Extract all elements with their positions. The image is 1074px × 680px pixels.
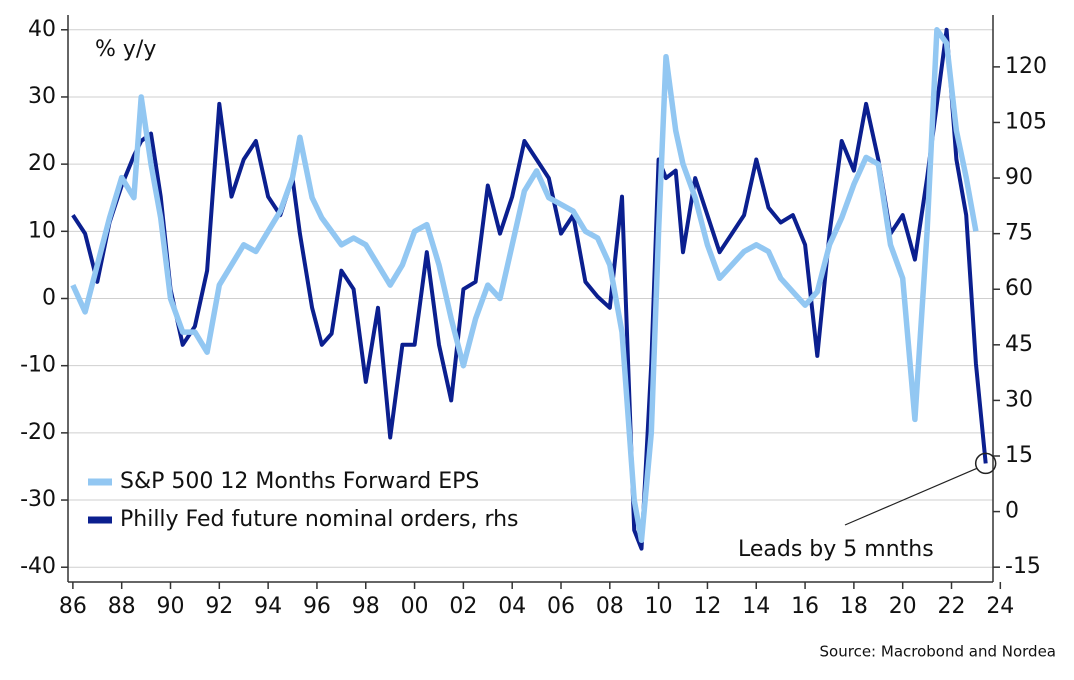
y-tick-label: -30 (20, 487, 56, 512)
x-tick-label: 94 (254, 594, 282, 619)
x-tick-label: 98 (352, 594, 380, 619)
y-tick-label: 40 (28, 17, 56, 42)
y2-tick-label: 90 (1005, 165, 1033, 190)
y-tick-label: -10 (20, 353, 56, 378)
x-tick-label: 16 (791, 594, 819, 619)
y-tick-label: -40 (20, 554, 56, 579)
annotation: Leads by 5 mnths (738, 537, 934, 562)
highlight-circle (974, 452, 997, 475)
y2-tick-label: 60 (1005, 276, 1033, 301)
x-tick-label: 88 (108, 594, 136, 619)
x-tick-label: 20 (889, 594, 917, 619)
x-tick-label: 06 (547, 594, 575, 619)
y2-tick-label: 75 (1005, 221, 1033, 246)
x-tick-label: 24 (986, 594, 1014, 619)
series-line (70, 27, 979, 544)
series-line (71, 27, 988, 551)
y-axis-label: % y/y (95, 37, 156, 62)
y2-tick-label: 30 (1005, 387, 1033, 412)
y2-tick-label: 15 (1005, 443, 1033, 468)
y-tick-label: 20 (28, 151, 56, 176)
y-tick-label: 0 (42, 286, 56, 311)
legend-label: S&P 500 12 Months Forward EPS (120, 469, 479, 494)
x-tick-label: 86 (59, 594, 87, 619)
x-tick-label: 04 (498, 594, 526, 619)
y-tick-label: 30 (28, 84, 56, 109)
x-tick-label: 08 (596, 594, 624, 619)
x-tick-label: 96 (303, 594, 331, 619)
x-tick-label: 10 (645, 594, 673, 619)
x-tick-label: 90 (157, 594, 185, 619)
y-tick-label: 10 (28, 218, 56, 243)
x-tick-label: 00 (401, 594, 429, 619)
y2-tick-label: 0 (1005, 499, 1019, 524)
annotation-line (844, 467, 977, 526)
x-tick-label: 12 (693, 594, 721, 619)
x-tick-label: 92 (205, 594, 233, 619)
x-tick-label: 14 (742, 594, 770, 619)
y2-tick-label: 120 (1005, 54, 1047, 79)
x-tick-label: 02 (449, 594, 477, 619)
y2-tick-label: 45 (1005, 332, 1033, 357)
y2-tick-label: 105 (1005, 109, 1047, 134)
y-tick-label: -20 (20, 420, 56, 445)
y2-tick-label: -15 (1005, 554, 1041, 579)
source: Source: Macrobond and Nordea (820, 643, 1056, 661)
x-tick-label: 22 (938, 594, 966, 619)
legend-label: Philly Fed future nominal orders, rhs (120, 507, 519, 532)
x-tick-label: 18 (840, 594, 868, 619)
